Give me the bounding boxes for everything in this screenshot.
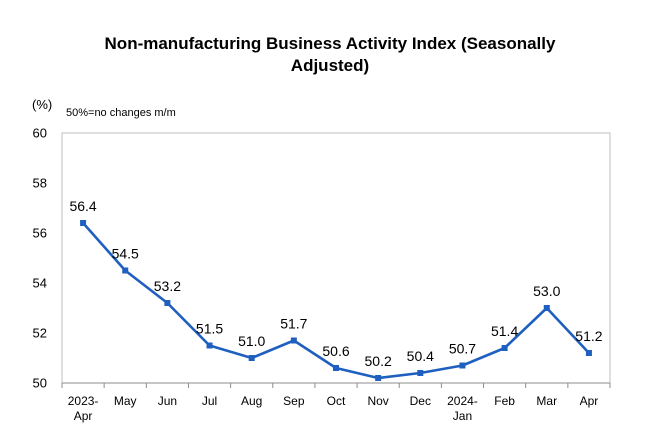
chart-note: 50%=no changes m/m <box>66 107 176 119</box>
chart-title-line-2: Adjusted) <box>290 56 370 75</box>
y-tick-label: 58 <box>33 176 47 191</box>
data-point-marker <box>585 350 592 356</box>
x-tick-label: Sep <box>283 394 305 408</box>
x-tick-label: 2024- <box>447 394 478 408</box>
y-tick-label: 56 <box>33 226 47 241</box>
data-point-marker <box>122 267 129 274</box>
y-tick-label: 52 <box>33 326 47 341</box>
data-point-marker <box>375 375 382 381</box>
data-point-marker <box>417 370 424 376</box>
data-label: 51.5 <box>196 321 223 337</box>
data-point-marker <box>290 337 297 344</box>
data-label: 51.4 <box>491 323 518 339</box>
y-tick-label: 60 <box>33 126 47 141</box>
data-label: 51.2 <box>575 328 602 344</box>
data-label: 50.7 <box>449 341 476 357</box>
data-point-marker <box>80 220 87 226</box>
x-tick-label: Dec <box>410 394 431 408</box>
data-point-marker <box>206 342 213 349</box>
x-tick-label: Apr <box>580 394 599 408</box>
data-label: 51.7 <box>280 316 307 332</box>
y-unit-label: (%) <box>32 97 53 112</box>
x-tick-label: Nov <box>367 394 388 408</box>
y-tick-label: 50 <box>33 376 47 391</box>
data-label: 53.0 <box>533 283 560 299</box>
data-label: 51.0 <box>238 333 265 349</box>
data-label: 50.6 <box>322 343 349 359</box>
data-label: 54.5 <box>112 246 139 262</box>
x-tick-label: Aug <box>241 394 262 408</box>
data-point-marker <box>248 355 255 361</box>
x-tick-label: Jun <box>158 394 177 408</box>
data-label: 56.4 <box>69 198 96 214</box>
chart-title-line-1: Non-manufacturing Business Activity Inde… <box>104 34 556 53</box>
data-label: 50.2 <box>365 353 392 369</box>
data-label: 53.2 <box>154 278 181 294</box>
data-point-marker <box>501 345 508 351</box>
data-point-marker <box>333 365 339 371</box>
data-point-marker <box>543 305 550 311</box>
data-point-marker <box>459 362 466 369</box>
x-tick-label: Mar <box>536 394 557 408</box>
x-tick-label: Jan <box>453 409 472 423</box>
x-tick-label: 2023- <box>68 394 99 408</box>
data-point-marker <box>164 300 171 306</box>
x-tick-label: May <box>114 394 137 408</box>
chart-title: Non-manufacturing Business Activity Inde… <box>0 33 660 77</box>
x-tick-label: Jul <box>202 394 217 408</box>
x-tick-label: Oct <box>327 394 346 408</box>
x-tick-label: Apr <box>74 409 93 423</box>
data-label: 50.4 <box>407 348 434 364</box>
y-tick-label: 54 <box>33 276 47 291</box>
x-tick-label: Feb <box>494 394 515 408</box>
